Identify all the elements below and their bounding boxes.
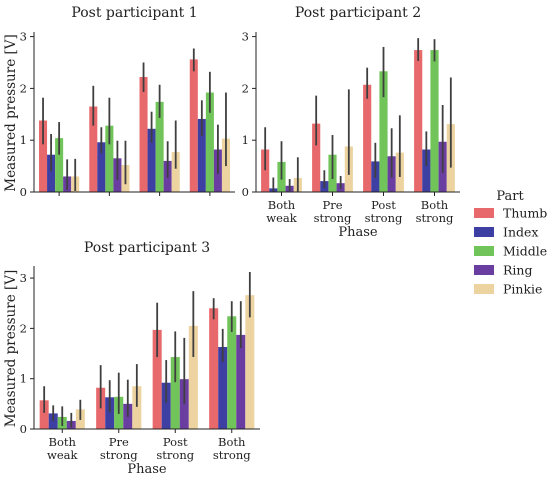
bar-thumb <box>189 59 198 192</box>
bar-index <box>147 128 156 192</box>
legend-item-index: Index <box>474 225 538 240</box>
y-tick-label: 0 <box>20 185 27 199</box>
legend-label: Ring <box>503 263 532 278</box>
x-axis-label: Phase <box>127 462 167 477</box>
y-tick-label: 1 <box>20 372 27 386</box>
bar-pinkie <box>132 386 142 429</box>
bar-thumb <box>39 400 49 429</box>
y-tick-label: 3 <box>20 30 27 44</box>
legend-swatch <box>474 227 494 237</box>
bar-index <box>218 346 228 429</box>
bar-ring <box>236 334 246 429</box>
y-axis-label: Measured pressure [V] <box>3 270 19 428</box>
y-tick-label: 1 <box>20 133 27 147</box>
x-tick-label: Both strong <box>416 198 454 225</box>
bar-middle <box>105 125 114 192</box>
bar-middle <box>170 357 180 429</box>
bar-index <box>47 154 56 192</box>
bar-pinkie <box>171 152 180 192</box>
x-tick-label: Post strong <box>365 198 403 225</box>
bar-index <box>48 413 58 429</box>
bar-pinkie <box>188 325 198 429</box>
x-tick-label: Both weak <box>47 435 79 462</box>
bar-ring <box>179 379 189 429</box>
bar-middle <box>227 316 237 429</box>
panel-title: Post participant 1 <box>71 5 197 21</box>
legend-item-ring: Ring <box>474 263 532 278</box>
y-tick-label: 2 <box>20 81 27 95</box>
panel-title: Post participant 2 <box>295 5 421 21</box>
bar-index <box>422 149 431 192</box>
y-tick-label: 0 <box>20 422 27 436</box>
y-tick-label: 2 <box>20 321 27 335</box>
legend-swatch <box>474 265 494 275</box>
bar-thumb <box>312 123 321 192</box>
bar-thumb <box>139 76 148 192</box>
bar-thumb <box>261 149 270 192</box>
bar-index <box>161 382 171 429</box>
bar-thumb <box>414 50 423 192</box>
x-tick-label: Both strong <box>213 435 251 462</box>
legend-swatch <box>474 208 494 218</box>
y-tick-label: 3 <box>20 271 27 285</box>
y-tick-label: 2 <box>242 81 249 95</box>
bar-thumb <box>89 106 98 192</box>
bar-index <box>97 142 106 192</box>
bar-middle <box>205 92 214 192</box>
x-tick-label: Pre strong <box>100 435 138 462</box>
legend-item-middle: Middle <box>474 244 547 259</box>
panel-title: Post participant 3 <box>84 240 210 256</box>
legend: Part Thumb Index Middle Ring Pinkie <box>474 189 547 297</box>
x-tick-label: Pre strong <box>314 198 352 225</box>
legend-label: Middle <box>503 244 547 259</box>
legend-label: Pinkie <box>503 282 542 297</box>
y-tick-label: 1 <box>242 133 249 147</box>
x-tick-label: Both weak <box>266 198 298 225</box>
legend-label: Thumb <box>503 206 547 221</box>
bar-middle <box>379 71 388 192</box>
bar-index <box>197 118 206 192</box>
legend-swatch <box>474 246 494 256</box>
legend-item-pinkie: Pinkie <box>474 282 542 297</box>
bar-thumb <box>39 120 48 192</box>
y-tick-label: 0 <box>242 185 249 199</box>
legend-label: Index <box>503 225 538 240</box>
y-tick-label: 3 <box>242 30 249 44</box>
bar-middle <box>430 50 439 192</box>
legend-item-thumb: Thumb <box>474 206 547 221</box>
bar-thumb <box>363 84 372 192</box>
bar-pinkie <box>245 295 255 429</box>
x-tick-label: Post strong <box>156 435 194 462</box>
x-axis-label: Phase <box>338 225 378 240</box>
bar-thumb <box>209 308 219 429</box>
bar-index <box>105 397 115 429</box>
y-axis-label: Measured pressure [V] <box>3 34 19 192</box>
bar-middle <box>155 101 164 192</box>
bar-middle <box>55 138 64 192</box>
legend-swatch <box>474 284 494 294</box>
bar-thumb <box>152 329 162 429</box>
legend-title: Part <box>496 189 524 204</box>
